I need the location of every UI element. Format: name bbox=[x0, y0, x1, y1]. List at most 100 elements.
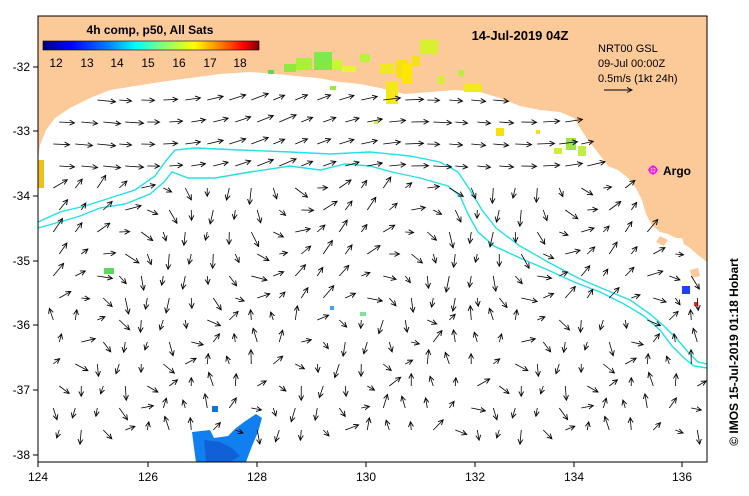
current-vector bbox=[213, 253, 214, 268]
current-vector bbox=[587, 162, 605, 167]
colorbar-tick: 14 bbox=[110, 56, 124, 70]
x-axis: 124 126 128 130 132 134 136 bbox=[28, 462, 692, 484]
current-vector bbox=[59, 166, 74, 167]
current-vector bbox=[411, 422, 412, 431]
x-tick-label: 132 bbox=[465, 470, 485, 484]
current-vector bbox=[388, 297, 396, 306]
current-vector bbox=[498, 297, 507, 308]
current-vector bbox=[691, 310, 692, 321]
current-vector bbox=[279, 385, 286, 391]
y-tick-label: -34 bbox=[13, 189, 31, 203]
current-vector bbox=[345, 118, 359, 123]
current-vector bbox=[145, 341, 147, 350]
current-vector bbox=[81, 203, 86, 211]
argo-float-marker[interactable]: Argo bbox=[648, 164, 691, 178]
current-vector bbox=[693, 328, 698, 343]
current-vector bbox=[125, 253, 139, 263]
current-vector bbox=[163, 188, 171, 192]
current-vector bbox=[603, 269, 608, 277]
current-vector bbox=[251, 275, 267, 280]
current-vector bbox=[301, 340, 311, 342]
current-vector bbox=[227, 356, 230, 365]
current-vector bbox=[668, 311, 678, 321]
current-vector bbox=[102, 202, 112, 211]
current-vector bbox=[630, 247, 637, 255]
current-vector bbox=[235, 298, 244, 301]
current-vector bbox=[184, 231, 185, 245]
colorbar-label: 4h comp, p50, All Sats bbox=[87, 23, 214, 37]
current-vector bbox=[691, 408, 701, 410]
current-vector bbox=[345, 162, 359, 167]
current-vector bbox=[235, 374, 236, 387]
current-vector bbox=[335, 363, 340, 378]
current-vector bbox=[213, 162, 228, 167]
current-vector bbox=[383, 276, 396, 279]
colorbar-tick: 18 bbox=[233, 56, 247, 70]
current-vector bbox=[322, 241, 332, 255]
current-vector bbox=[471, 100, 485, 101]
current-vector bbox=[125, 385, 126, 400]
current-vector bbox=[405, 319, 407, 332]
current-vector bbox=[521, 297, 537, 302]
current-vector bbox=[405, 143, 423, 144]
current-vector bbox=[675, 430, 683, 433]
current-vector bbox=[543, 165, 559, 166]
current-vector bbox=[432, 331, 442, 343]
current-vector bbox=[382, 177, 391, 189]
current-vector bbox=[343, 341, 345, 356]
current-vector bbox=[317, 315, 328, 321]
current-vector bbox=[338, 407, 345, 416]
x-tick-label: 136 bbox=[672, 470, 692, 484]
current-vector bbox=[668, 398, 676, 409]
current-vector bbox=[250, 187, 252, 204]
current-vector bbox=[250, 231, 258, 247]
current-vector bbox=[600, 319, 603, 330]
current-vector bbox=[294, 265, 305, 277]
current-vector bbox=[257, 209, 260, 223]
current-vector bbox=[625, 358, 636, 365]
current-vector bbox=[141, 185, 155, 188]
current-vector bbox=[301, 117, 312, 123]
current-vector bbox=[367, 119, 382, 122]
current-vector bbox=[471, 144, 485, 145]
current-vector bbox=[493, 100, 508, 101]
current-vector bbox=[125, 297, 128, 314]
current-vector bbox=[430, 376, 433, 387]
current-vector bbox=[477, 166, 490, 167]
current-vector bbox=[433, 210, 441, 214]
current-vector bbox=[209, 373, 214, 387]
current-vector bbox=[497, 209, 500, 222]
current-vector bbox=[470, 231, 472, 243]
current-vector bbox=[631, 342, 643, 345]
current-vector bbox=[513, 187, 515, 198]
current-vector bbox=[191, 164, 205, 166]
current-vector bbox=[624, 267, 634, 277]
current-vector bbox=[118, 319, 129, 330]
current-vector bbox=[587, 209, 597, 210]
y-tick-label: -36 bbox=[13, 318, 31, 332]
current-vector bbox=[543, 253, 553, 259]
y-tick-label: -32 bbox=[13, 60, 31, 74]
current-vector bbox=[273, 407, 276, 416]
current-vector bbox=[53, 180, 67, 189]
y-tick-label: -38 bbox=[13, 448, 31, 462]
current-vector bbox=[273, 272, 283, 277]
current-info-line: NRT00 GSL bbox=[598, 43, 658, 55]
current-vector bbox=[253, 328, 258, 343]
current-vector bbox=[389, 203, 397, 211]
current-vector bbox=[97, 363, 98, 376]
current-vector bbox=[361, 141, 377, 145]
current-vector bbox=[273, 356, 282, 365]
current-vector bbox=[608, 341, 613, 356]
current-vector bbox=[386, 420, 389, 431]
current-vector bbox=[515, 363, 528, 371]
current-vector bbox=[185, 319, 186, 328]
current-vector bbox=[360, 225, 367, 233]
current-vector bbox=[52, 263, 63, 277]
current-vector bbox=[207, 275, 208, 284]
current-vector bbox=[344, 201, 352, 211]
current-vector bbox=[97, 317, 105, 320]
current-vector bbox=[251, 94, 268, 101]
current-vector bbox=[57, 429, 60, 438]
current-vector bbox=[338, 319, 346, 327]
